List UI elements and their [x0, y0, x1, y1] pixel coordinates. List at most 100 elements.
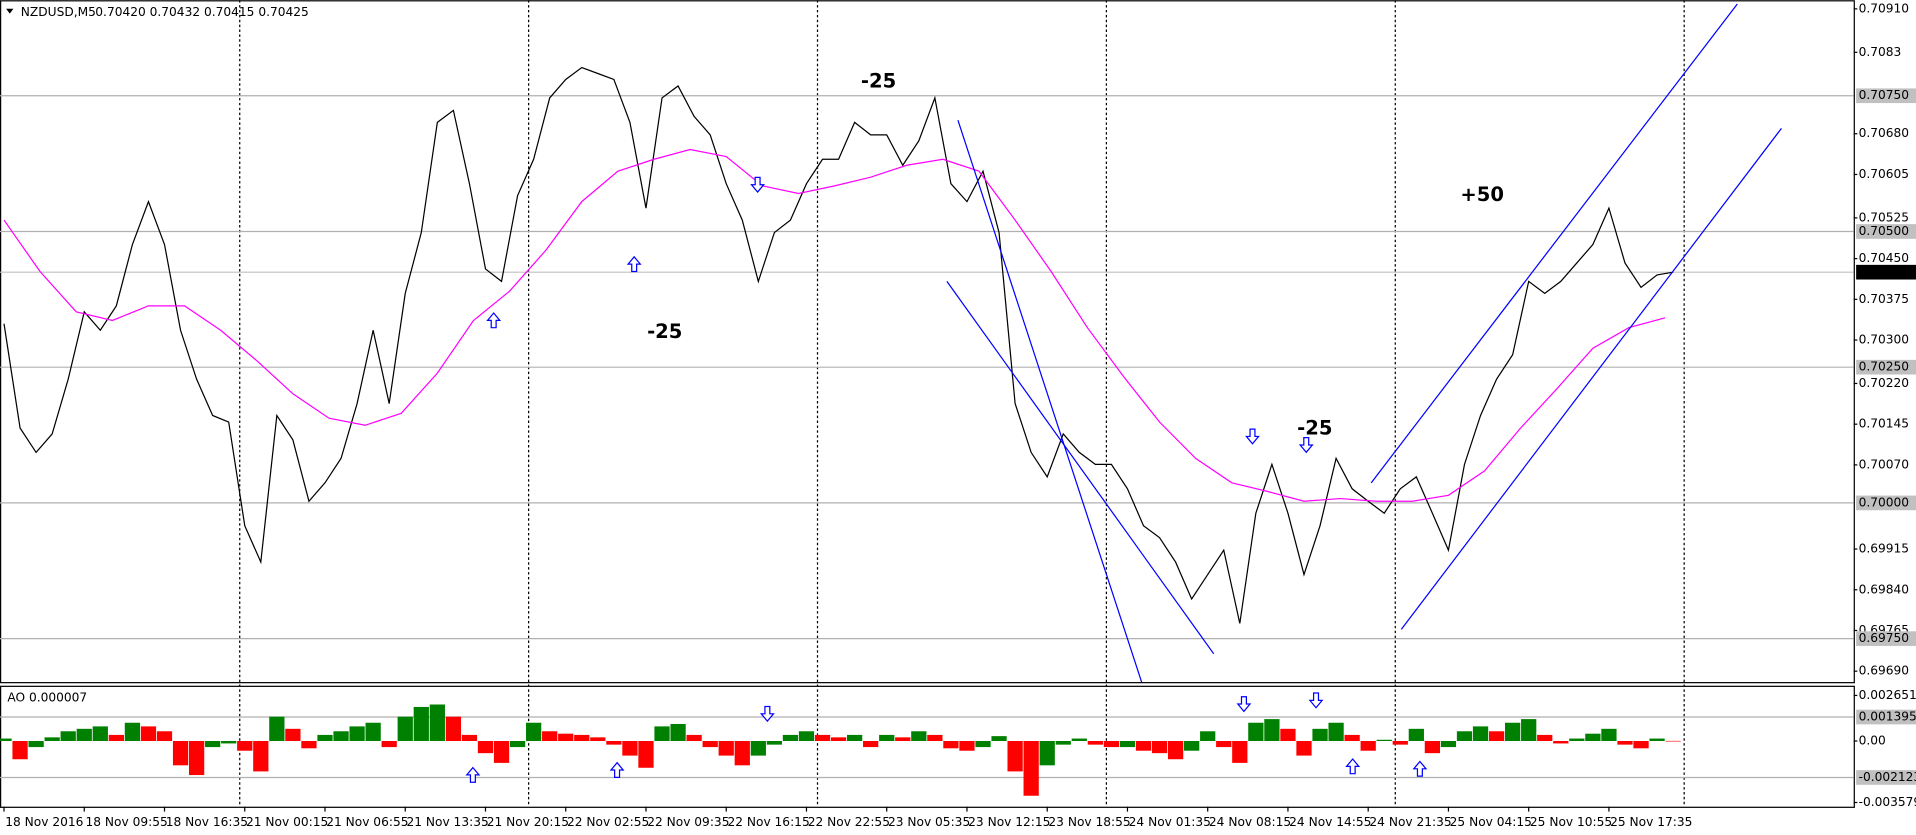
level-label: 0.70250 — [1859, 360, 1909, 374]
x-tick-label: 18 Nov 09:55 — [85, 815, 167, 829]
y-tick-label: 0.70450 — [1859, 251, 1909, 265]
arrow-up — [626, 255, 642, 273]
ao-bar — [1280, 728, 1296, 741]
arrow-down — [1308, 692, 1324, 709]
ao-bar — [702, 740, 718, 748]
ao-bar — [766, 740, 782, 745]
arrow-up — [1345, 758, 1361, 775]
ao-bar — [879, 734, 895, 741]
y-tick-label: 0.7083 — [1859, 45, 1902, 59]
ao-bar — [670, 723, 686, 741]
ao-bar — [76, 728, 92, 741]
x-tick-label: 25 Nov 04:15 — [1450, 815, 1532, 829]
arrow-down — [1245, 428, 1260, 445]
ao-bar — [12, 740, 28, 760]
ao-bar — [108, 734, 124, 741]
level-label-bg — [1856, 264, 1916, 280]
ao-bar — [1087, 740, 1103, 745]
ao-bar — [734, 740, 750, 766]
arrow-up — [465, 766, 481, 783]
level-label-bg — [1856, 359, 1916, 375]
arrow-down — [759, 705, 775, 723]
annotation: -25 — [647, 320, 682, 343]
ao-bar — [269, 716, 285, 741]
ao-bar — [429, 704, 445, 741]
trend-line — [957, 119, 1143, 683]
ao-title: AO 0.000007 — [7, 690, 87, 704]
level-label: -0.002123 — [1859, 770, 1916, 784]
ao-bar — [1216, 740, 1232, 748]
x-tick-label: 22 Nov 09:35 — [647, 815, 729, 829]
x-tick-label: 23 Nov 05:35 — [888, 815, 970, 829]
ao-bar — [782, 734, 799, 741]
x-tick-label: 24 Nov 14:55 — [1289, 815, 1371, 829]
ao-bar — [381, 740, 397, 748]
x-tick-label: 18 Nov 2016 — [5, 815, 83, 829]
ao-bar — [526, 722, 542, 741]
ao-bar — [1633, 740, 1649, 749]
ao-bar — [1248, 722, 1264, 741]
ao-bar — [445, 716, 462, 741]
x-tick-label: 22 Nov 16:15 — [727, 815, 809, 829]
x-tick-label: 23 Nov 18:55 — [1048, 815, 1130, 829]
ao-bar — [60, 731, 76, 741]
ao-bar — [188, 740, 205, 776]
ao-bar — [349, 726, 365, 741]
x-tick-label: 22 Nov 02:55 — [567, 815, 649, 829]
level-label-bg — [1856, 495, 1916, 511]
main-frame — [0, 0, 1855, 684]
ao-bar — [317, 734, 333, 741]
ao-bar — [1376, 739, 1392, 741]
ao-bar — [28, 740, 44, 748]
ao-bar — [1537, 734, 1553, 741]
x-tick-label: 21 Nov 06:55 — [326, 815, 408, 829]
trend-line — [1400, 127, 1782, 630]
x-tick-label: 25 Nov 10:55 — [1530, 815, 1612, 829]
ao-bar — [1392, 740, 1408, 745]
y-tick-label: 0.70525 — [1859, 210, 1909, 224]
ao-bar — [1408, 728, 1424, 741]
ao-bar — [1184, 740, 1200, 751]
x-tick-label: 23 Nov 12:15 — [968, 815, 1050, 829]
ao-bar — [590, 737, 606, 741]
arrow-down — [1236, 696, 1252, 713]
y-tick-label: 0.70910 — [1859, 1, 1909, 15]
ao-bar — [253, 740, 269, 772]
ao-bar — [1617, 740, 1633, 745]
ao-bar — [124, 722, 141, 741]
y-tick-label: 0.69690 — [1859, 664, 1909, 678]
ao-bar — [927, 734, 943, 741]
ao-bar — [1119, 740, 1136, 748]
y-tick-label: 0.69915 — [1859, 542, 1909, 556]
ao-bar — [718, 740, 734, 756]
arrow-up — [486, 312, 502, 329]
ao-bar — [1312, 728, 1328, 741]
ao-frame — [0, 685, 1855, 808]
level-label-bg — [1856, 88, 1916, 104]
ao-bar — [333, 731, 349, 741]
ao-bar — [1328, 722, 1344, 741]
moving-average — [3, 148, 1666, 502]
y-tick-label: 0.00 — [1859, 733, 1886, 747]
ao-bar — [1039, 740, 1055, 766]
ao-bar — [798, 731, 815, 741]
ao-bar — [1553, 740, 1569, 744]
ao-bar — [1521, 719, 1537, 741]
ao-bar — [1135, 740, 1152, 751]
arrow-down — [1298, 437, 1314, 454]
y-tick-label: 0.70680 — [1859, 126, 1909, 140]
ao-bar — [1649, 738, 1665, 741]
x-tick-label: 22 Nov 22:55 — [808, 815, 890, 829]
x-tick-label: 21 Nov 13:35 — [406, 815, 488, 829]
ao-bar — [1232, 740, 1248, 763]
ao-bar — [1360, 740, 1376, 751]
ao-bar — [301, 740, 317, 749]
ao-bar — [1440, 740, 1457, 748]
ao-bar — [1472, 726, 1489, 741]
x-tick-label: 24 Nov 01:35 — [1129, 815, 1211, 829]
ao-bar — [814, 734, 831, 741]
ao-bar — [205, 740, 221, 748]
